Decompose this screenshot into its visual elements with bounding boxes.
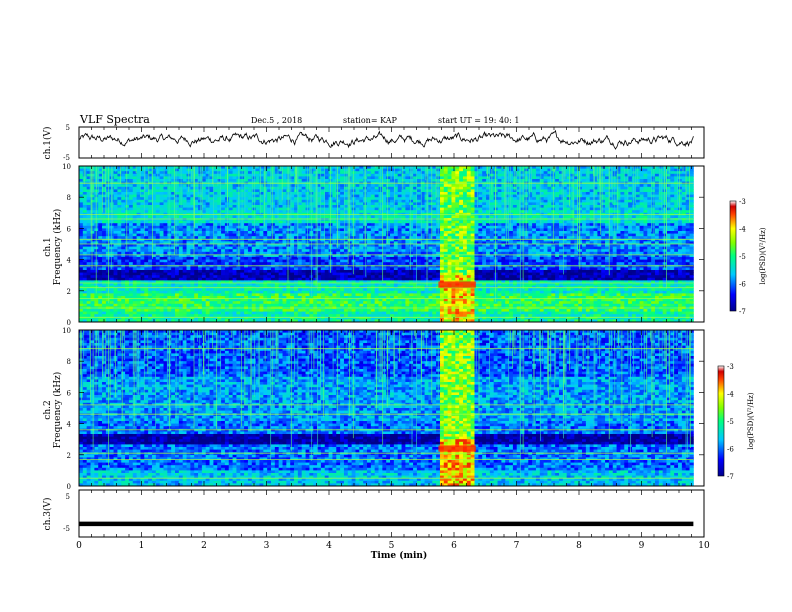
ch2-freq-tick: 4	[67, 421, 72, 429]
ch1-freq-tick: 4	[67, 257, 72, 265]
x-tick-label: 2	[201, 541, 207, 551]
ch1-waveform-line	[79, 129, 694, 150]
x-tick-label: 3	[264, 541, 270, 551]
x-axis-label: Time (min)	[371, 550, 428, 561]
ch3-axis-label: ch.3(V)	[42, 498, 53, 531]
date-label: Dec.5 , 2018	[251, 116, 302, 125]
ch1-freq-tick: 6	[67, 225, 72, 233]
ch2-freq-tick: 6	[67, 389, 72, 397]
colorbar-tick-label: -6	[727, 446, 734, 454]
ch1-ytick-bottom: -5	[63, 154, 70, 162]
ch1-spectrogram-panel: ch.1 Frequency (kHz)	[43, 165, 705, 323]
ch1-freq-tick: 8	[67, 194, 71, 202]
x-tick-label: 10	[698, 541, 710, 551]
x-tick-label: 1	[139, 541, 145, 551]
start-time-label: start UT = 19: 40: 1	[438, 116, 519, 125]
ch1-spectrogram-image	[79, 166, 694, 323]
colorbar-tick-label: -5	[727, 418, 734, 426]
colorbar-tick-label: -3	[727, 363, 734, 371]
colorbar-ch1-label: log(PSD)(V²/Hz)	[759, 227, 767, 284]
colorbar-tick-label: -3	[739, 198, 746, 206]
colorbar-tick-label: -4	[739, 226, 746, 234]
ch1-waveform-panel: 5 -5 ch.1(V)	[42, 124, 705, 162]
ch2-freq-tick: 0	[67, 483, 71, 491]
x-tick-label: 8	[576, 541, 582, 551]
ch1-freq-tick: 2	[67, 288, 71, 296]
colorbar-tick-label: -4	[727, 391, 734, 399]
x-tick-label: 0	[76, 541, 82, 551]
ch2-spectrogram-panel: ch.2 Frequency (kHz)	[43, 329, 705, 487]
x-tick-label: 7	[514, 541, 520, 551]
ch1-freq-tick: 10	[62, 163, 71, 171]
ch1-spec-label-channel: ch.1	[43, 237, 53, 256]
x-tick-label: 6	[451, 541, 457, 551]
ch2-freq-tick: 2	[67, 452, 71, 460]
x-tick-label: 5	[389, 541, 395, 551]
figure-title: VLF Spectra	[79, 113, 150, 126]
colorbar-ch2: -3 -4 -5 -6 -7 log(PSD)(V²/Hz)	[717, 363, 755, 481]
ch2-spectrogram-image	[79, 330, 694, 487]
colorbar-ch2-label: log(PSD)(V²/Hz)	[747, 392, 755, 449]
colorbar-tick-label: -5	[739, 253, 746, 261]
station-label: station= KAP	[343, 116, 398, 125]
ch3-ytick-top: 5	[66, 493, 70, 501]
colorbar-tick-label: -6	[739, 281, 746, 289]
ch2-spec-label-freq: Frequency (kHz)	[52, 372, 63, 449]
ch3-waveform-panel: 5 -5 ch.3(V)	[42, 489, 705, 538]
ch2-freq-tick: 8	[67, 358, 71, 366]
ch1-ytick-top: 5	[66, 124, 70, 132]
colorbar-tick-label: -7	[739, 308, 746, 316]
colorbar-tick-label: -7	[727, 473, 734, 481]
ch1-freq-tick: 0	[67, 319, 71, 327]
colorbar-ch1: -3 -4 -5 -6 -7 log(PSD)(V²/Hz)	[729, 198, 767, 316]
ch2-spec-label-channel: ch.2	[43, 400, 53, 419]
ch2-freq-tick: 10	[62, 327, 71, 335]
x-tick-label: 9	[639, 541, 645, 551]
ch1-axis-label: ch.1(V)	[42, 127, 53, 160]
ch1-spec-label-freq: Frequency (kHz)	[52, 209, 63, 286]
ch3-ytick-bottom: -5	[63, 525, 70, 533]
x-tick-label: 4	[326, 541, 332, 551]
